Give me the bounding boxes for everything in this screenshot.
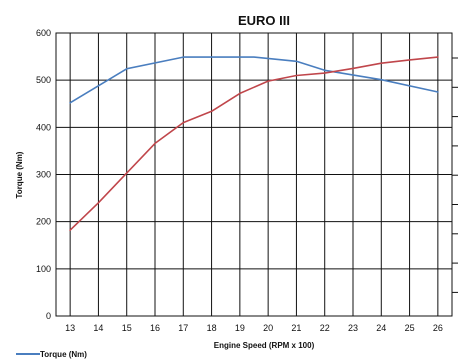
legend-label-torque: Torque (Nm) — [40, 350, 87, 359]
x-tick-label-10: 23 — [348, 323, 358, 333]
y-tick-label-5: 500 — [36, 75, 51, 85]
y-axis-tick-labels: 0 100 200 300 400 500 600 — [36, 28, 51, 321]
x-tick-label-12: 25 — [405, 323, 415, 333]
x-tick-label-0: 13 — [65, 323, 75, 333]
x-tick-label-9: 22 — [320, 323, 330, 333]
x-tick-label-5: 18 — [207, 323, 217, 333]
series-line-red — [69, 56, 439, 231]
y-tick-label-1: 100 — [36, 264, 51, 274]
y-tick-label-3: 300 — [36, 170, 51, 180]
x-tick-label-8: 21 — [291, 323, 301, 333]
x-axis-tick-labels: 13 14 15 16 17 18 19 20 21 22 23 24 25 26 — [65, 323, 443, 333]
x-tick-label-6: 19 — [235, 323, 245, 333]
right-axis-ticks — [452, 57, 458, 293]
plot-area-border — [55, 32, 453, 317]
x-axis-label: Engine Speed (RPM x 100) — [214, 341, 315, 350]
y-axis-label: Torque (Nm) — [15, 151, 24, 198]
y-tick-label-4: 400 — [36, 122, 51, 132]
chart-title: EURO III — [238, 13, 290, 28]
legend: Torque (Nm) — [16, 350, 87, 359]
x-tick-label-11: 24 — [376, 323, 386, 333]
x-tick-label-4: 17 — [178, 323, 188, 333]
x-tick-label-1: 14 — [93, 323, 103, 333]
y-tick-label-2: 200 — [36, 217, 51, 227]
series-lines — [69, 56, 439, 231]
y-tick-label-0: 0 — [46, 311, 51, 321]
x-tick-label-7: 20 — [263, 323, 273, 333]
x-tick-label-2: 15 — [122, 323, 132, 333]
y-tick-label-6: 600 — [36, 28, 51, 38]
x-tick-label-13: 26 — [433, 323, 443, 333]
x-tick-label-3: 16 — [150, 323, 160, 333]
series-line-torque — [69, 56, 439, 104]
